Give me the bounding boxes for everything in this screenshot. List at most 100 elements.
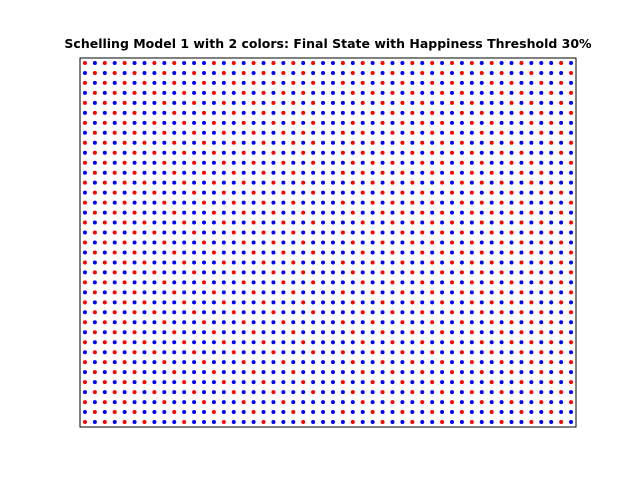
data-point (440, 280, 445, 285)
data-point (142, 220, 147, 225)
data-point (539, 280, 544, 285)
data-point (311, 280, 316, 285)
data-point (499, 320, 504, 325)
data-point (182, 140, 187, 145)
data-point (152, 130, 157, 135)
data-point (390, 280, 395, 285)
data-point (162, 290, 167, 295)
data-point (261, 210, 266, 215)
data-point (182, 70, 187, 75)
data-point (102, 200, 107, 205)
data-point (479, 250, 484, 255)
data-point (549, 140, 554, 145)
data-point (231, 300, 236, 305)
data-point (330, 110, 335, 115)
data-point (380, 300, 385, 305)
data-point (162, 330, 167, 335)
data-point (569, 170, 574, 175)
series-0 (82, 60, 574, 425)
data-point (380, 290, 385, 295)
data-point (82, 240, 87, 245)
data-point (489, 380, 494, 385)
data-point (509, 390, 514, 395)
data-point (410, 290, 415, 295)
data-point (400, 220, 405, 225)
data-point (231, 330, 236, 335)
data-point (350, 310, 355, 315)
data-point (291, 360, 296, 365)
data-point (569, 370, 574, 375)
data-point (410, 340, 415, 345)
data-point (122, 200, 127, 205)
data-point (172, 210, 177, 215)
data-point (519, 260, 524, 265)
data-point (301, 150, 306, 155)
data-point (291, 230, 296, 235)
data-point (519, 370, 524, 375)
data-point (211, 370, 216, 375)
data-point (152, 330, 157, 335)
data-point (211, 190, 216, 195)
data-point (321, 220, 326, 225)
data-point (112, 70, 117, 75)
data-point (350, 120, 355, 125)
data-point (529, 260, 534, 265)
data-point (211, 200, 216, 205)
data-point (271, 340, 276, 345)
data-point (311, 200, 316, 205)
data-point (390, 130, 395, 135)
data-point (82, 260, 87, 265)
data-point (450, 320, 454, 325)
data-point (350, 390, 355, 395)
data-point (489, 410, 494, 415)
data-point (261, 140, 266, 145)
data-point (519, 420, 524, 425)
data-point (380, 330, 385, 335)
data-point (211, 360, 216, 365)
data-point (459, 320, 464, 325)
data-point (271, 60, 276, 65)
data-point (221, 130, 226, 135)
data-point (559, 260, 564, 265)
data-point (360, 170, 365, 175)
data-point (549, 150, 554, 155)
data-point (469, 320, 474, 325)
data-point (569, 420, 574, 425)
data-point (291, 410, 296, 415)
data-point (271, 360, 276, 365)
data-point (400, 270, 405, 275)
data-point (122, 100, 127, 105)
data-point (241, 350, 246, 355)
data-point (192, 110, 197, 115)
data-point (459, 80, 464, 85)
data-point (132, 320, 137, 325)
data-point (420, 170, 425, 175)
data-point (340, 320, 345, 325)
data-point (291, 290, 296, 295)
data-point (509, 300, 514, 305)
data-point (519, 90, 524, 95)
data-point (390, 380, 395, 385)
data-point (241, 60, 246, 65)
data-point (539, 420, 544, 425)
data-point (459, 270, 464, 275)
data-point (172, 270, 177, 275)
data-point (360, 220, 365, 225)
data-point (420, 390, 425, 395)
data-point (549, 340, 554, 345)
data-point (142, 80, 147, 85)
data-point (241, 390, 246, 395)
data-point (569, 210, 574, 215)
data-point (202, 240, 206, 245)
data-point (509, 100, 514, 105)
data-point (202, 230, 206, 235)
data-point (82, 400, 87, 405)
data-point (400, 250, 405, 255)
data-point (112, 150, 117, 155)
data-point (152, 80, 157, 85)
data-point (281, 150, 286, 155)
data-point (291, 90, 296, 95)
data-point (489, 150, 494, 155)
data-point (301, 190, 306, 195)
data-point (311, 80, 316, 85)
